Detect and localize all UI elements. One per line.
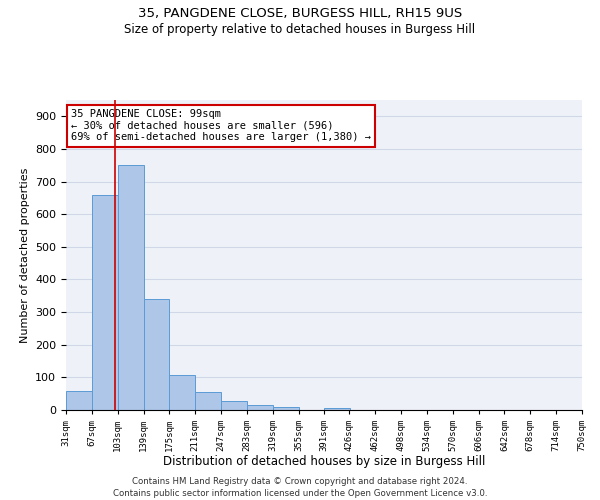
Bar — [118, 166, 143, 410]
Bar — [221, 401, 247, 410]
Text: 35, PANGDENE CLOSE, BURGESS HILL, RH15 9US: 35, PANGDENE CLOSE, BURGESS HILL, RH15 9… — [138, 8, 462, 20]
Text: Contains public sector information licensed under the Open Government Licence v3: Contains public sector information licen… — [113, 489, 487, 498]
Bar — [66, 392, 92, 410]
Bar — [325, 408, 350, 410]
Text: 35 PANGDENE CLOSE: 99sqm
← 30% of detached houses are smaller (596)
69% of semi-: 35 PANGDENE CLOSE: 99sqm ← 30% of detach… — [71, 110, 371, 142]
Text: Size of property relative to detached houses in Burgess Hill: Size of property relative to detached ho… — [124, 22, 476, 36]
Bar — [272, 408, 299, 410]
Text: Contains HM Land Registry data © Crown copyright and database right 2024.: Contains HM Land Registry data © Crown c… — [132, 478, 468, 486]
Bar — [247, 405, 272, 410]
Text: Distribution of detached houses by size in Burgess Hill: Distribution of detached houses by size … — [163, 455, 485, 468]
Y-axis label: Number of detached properties: Number of detached properties — [20, 168, 29, 342]
Bar — [195, 392, 221, 410]
Bar — [92, 194, 118, 410]
Bar — [169, 375, 195, 410]
Bar — [143, 299, 169, 410]
